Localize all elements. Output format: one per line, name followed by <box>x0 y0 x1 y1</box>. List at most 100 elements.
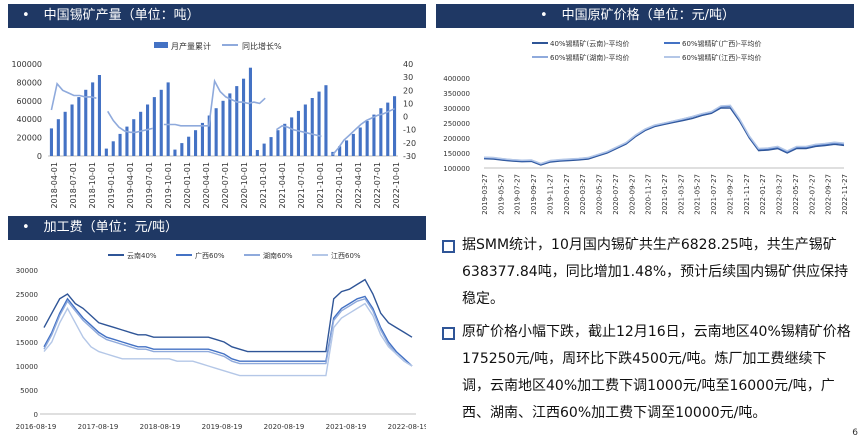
tin-output-title-text: 中国锡矿产量（单位：吨） <box>43 8 200 23</box>
y-tick-label: 20000 <box>16 315 38 323</box>
y-tick-label: 10000 <box>16 363 38 371</box>
bar <box>111 141 115 156</box>
y-tick-label: 250000 <box>443 120 470 128</box>
bar <box>351 133 355 156</box>
x-tick-label: 2022-05-27 <box>792 174 800 215</box>
x-tick-label: 2021-07-01 <box>297 162 306 209</box>
y-tick-label: 25000 <box>16 291 38 299</box>
x-tick-label: 2022-11-27 <box>841 174 849 215</box>
x-tick-label: 2019-01-01 <box>107 162 116 209</box>
y-tick-label: 400000 <box>443 75 470 83</box>
bar <box>49 128 53 156</box>
x-tick-label: 2020-07-01 <box>221 162 230 209</box>
y-tick-label: 0 <box>34 411 38 419</box>
bar <box>104 148 108 156</box>
ore-price-chart: 40%锡精矿(云南)-平均价 60%锡精矿(广西)-平均价 60%锡精矿(湖南)-平… <box>443 39 849 215</box>
bar <box>152 97 156 156</box>
bar <box>393 96 397 156</box>
x-tick-label: 2022-07-01 <box>373 162 382 209</box>
note-price: 原矿价格小幅下跌，截止12月16日，云南地区40%锡精矿价格175250元/吨，… <box>440 319 852 427</box>
x-tick-label: 2019-08-19 <box>202 423 243 431</box>
note-production: 据SMM统计，10月国内锡矿共生产6828.25吨，共生产锡矿638377.84… <box>440 232 852 313</box>
legend-label: 江西60% <box>331 252 361 260</box>
bar <box>379 108 383 156</box>
bar <box>180 143 184 156</box>
tin-output-chart: 月产量累计 同比增长% 0 20000 40000 60000 80000 100000 -30… <box>11 41 416 209</box>
y-tick-label: 5000 <box>20 387 38 395</box>
bar <box>166 82 170 156</box>
y-tick-label: 15000 <box>16 339 38 347</box>
x-tick-label: 2021-05-27 <box>694 174 702 215</box>
x-tick-label: 2021-10-01 <box>316 162 325 209</box>
bullet-icon: • <box>22 8 30 23</box>
legend-label: 广西60% <box>195 251 225 260</box>
bar <box>324 85 328 156</box>
legend-label: 湖南60% <box>263 251 293 260</box>
bar <box>173 149 177 156</box>
y-right-tick-label: 0 <box>403 113 408 122</box>
x-tick-label: 2021-03-27 <box>677 174 685 215</box>
bar <box>276 130 280 156</box>
y-right-tick-label: -30 <box>403 152 416 161</box>
x-tick-label: 2016-08-19 <box>16 423 57 431</box>
bar <box>207 115 211 156</box>
y-right-tick-label: 20 <box>403 86 413 95</box>
x-tick-label: 2019-03-27 <box>481 174 489 215</box>
bar <box>132 119 136 156</box>
x-tick-label: 2022-01-27 <box>759 174 767 215</box>
x-tick-label: 2022-09-27 <box>825 174 833 215</box>
x-tick-label: 2021-01-01 <box>259 162 268 209</box>
bar <box>296 110 300 156</box>
bar <box>317 91 321 156</box>
bar <box>139 111 143 156</box>
x-tick-label: 2020-11-27 <box>645 174 653 215</box>
x-tick-label: 2020-04-01 <box>202 162 211 209</box>
y-tick-label: 100000 <box>443 165 470 173</box>
x-tick-label: 2020-03-27 <box>579 174 587 215</box>
bar <box>358 127 362 156</box>
y-tick-label: 150000 <box>443 150 470 158</box>
x-tick-label: 2019-10-01 <box>164 162 173 209</box>
bar <box>386 102 390 156</box>
series-line <box>50 78 395 156</box>
bullet-icon: • <box>22 220 30 235</box>
bullet-icon: • <box>540 8 548 23</box>
tin-output-title: • 中国锡矿产量（单位：吨） <box>8 4 426 28</box>
bar <box>228 93 232 156</box>
bar <box>63 111 67 156</box>
x-tick-label: 2022-08-19 <box>388 423 426 431</box>
legend-label: 云南40% <box>127 251 157 260</box>
bar <box>248 67 252 156</box>
bar <box>372 114 376 156</box>
series-line <box>43 302 413 377</box>
bar <box>262 143 266 156</box>
bar <box>255 150 259 156</box>
bar <box>200 122 204 156</box>
x-tick-label: 2019-04-01 <box>126 162 135 209</box>
bar <box>84 89 88 156</box>
bar <box>365 121 369 156</box>
y-tick-label: 30000 <box>16 267 38 275</box>
x-tick-label: 2021-08-19 <box>326 423 367 431</box>
x-tick-label: 2019-07-01 <box>145 162 154 209</box>
bar <box>91 82 95 156</box>
series-line <box>43 297 413 367</box>
bar <box>303 104 307 156</box>
x-tick-label: 2017-08-19 <box>78 423 119 431</box>
bar <box>187 136 191 156</box>
x-tick-label: 2019-11-27 <box>547 174 555 215</box>
bar <box>70 104 74 156</box>
series-line <box>43 295 413 367</box>
note-production-text: 据SMM统计，10月国内锡矿共生产6828.25吨，共生产锡矿638377.84… <box>462 237 849 307</box>
legend-label: 同比增长% <box>242 41 282 51</box>
x-tick-label: 2020-08-19 <box>264 423 305 431</box>
x-tick-label: 2020-10-01 <box>240 162 249 209</box>
x-tick-label: 2022-10-01 <box>392 162 401 209</box>
bar <box>310 98 314 156</box>
y-left-tick-label: 0 <box>37 152 42 161</box>
bar <box>235 86 239 156</box>
y-right-tick-label: -20 <box>403 139 416 148</box>
bar <box>77 97 81 156</box>
series-line <box>483 104 845 165</box>
x-tick-label: 2022-07-27 <box>808 174 816 215</box>
